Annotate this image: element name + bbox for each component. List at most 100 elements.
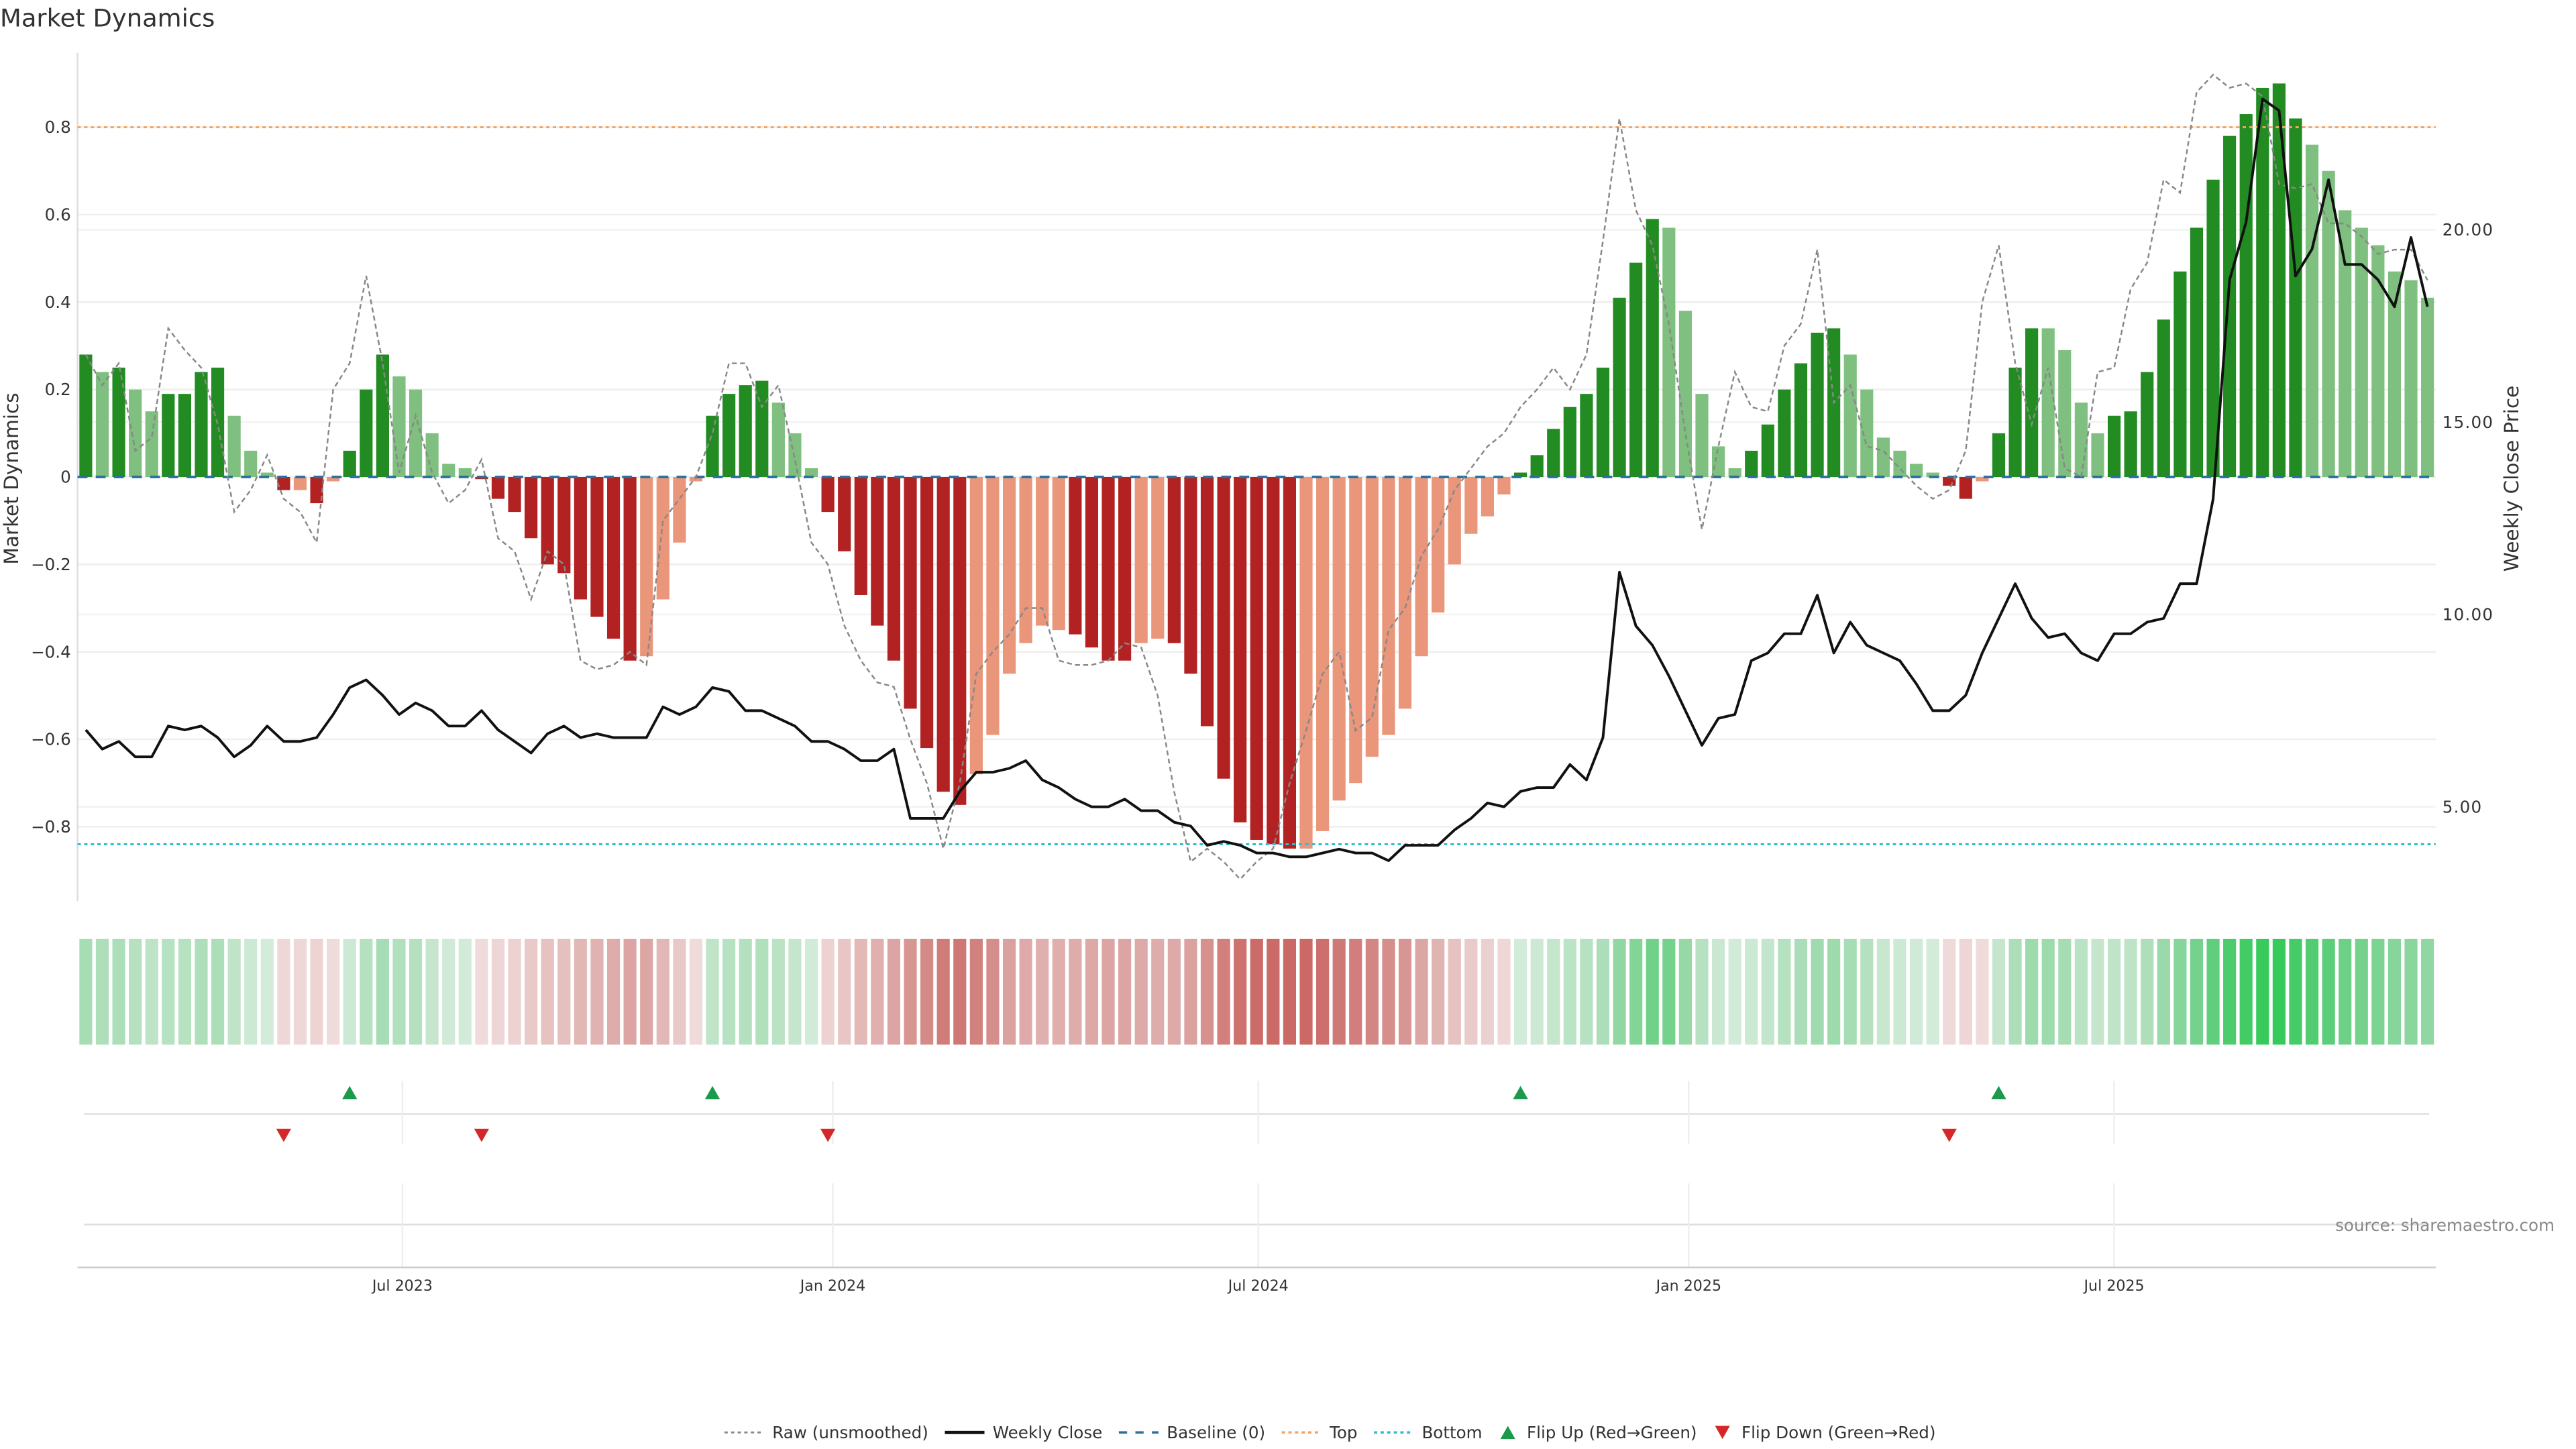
legend-flip-down-icon	[1715, 1426, 1730, 1440]
heatmap-cell	[2404, 938, 2418, 1045]
dynamics-bar	[442, 464, 455, 478]
heatmap-cell	[969, 938, 983, 1045]
dynamics-bar	[343, 450, 356, 478]
dynamics-bar	[2404, 280, 2418, 478]
dynamics-bar	[2107, 415, 2121, 478]
heatmap-cell	[590, 938, 604, 1045]
heatmap-cell	[2223, 938, 2237, 1045]
heatmap-cell	[1711, 938, 1725, 1045]
dynamics-bar	[1843, 354, 1857, 478]
dynamics-bar	[541, 477, 554, 565]
heatmap-cell	[771, 938, 785, 1045]
dynamics-bar	[854, 477, 867, 595]
dynamics-bar	[376, 354, 389, 478]
heatmap-cell	[2008, 938, 2022, 1045]
dynamics-bar	[1184, 477, 1197, 674]
dynamics-bar	[2058, 350, 2072, 478]
heatmap-cell	[706, 938, 719, 1045]
dynamics-bar	[327, 477, 340, 482]
dynamics-bar	[2124, 411, 2137, 478]
dynamics-bar	[2025, 328, 2039, 478]
dynamics-bar	[95, 372, 109, 478]
heatmap-cell	[1843, 938, 1857, 1045]
heatmap-cell	[1217, 938, 1230, 1045]
dynamics-bar	[986, 477, 1000, 735]
dynamics-bar	[887, 477, 901, 661]
heatmap-cell	[2272, 938, 2286, 1045]
dynamics-bar	[1365, 477, 1379, 757]
dynamics-bar	[1299, 477, 1313, 849]
heatmap-cell	[392, 938, 406, 1045]
heatmap-cell	[2305, 938, 2319, 1045]
dynamics-bar	[1464, 477, 1478, 534]
dynamics-bar	[1860, 389, 1874, 478]
heatmap-cell	[1596, 938, 1610, 1045]
heatmap-cell	[2355, 938, 2368, 1045]
heatmap-cell	[491, 938, 505, 1045]
y-tick-label: 0.2	[45, 380, 71, 399]
heatmap-cell	[1184, 938, 1197, 1045]
dynamics-bar	[623, 477, 637, 661]
dynamics-bar	[227, 415, 241, 478]
heatmap-cell	[821, 938, 835, 1045]
heatmap-cell	[755, 938, 769, 1045]
dynamics-bar	[1596, 368, 1610, 478]
heatmap-cell	[1332, 938, 1346, 1045]
dynamics-bar	[508, 477, 521, 513]
heatmap-cell	[1761, 938, 1774, 1045]
dynamics-bar	[953, 477, 967, 805]
dynamics-bar	[1909, 464, 1923, 478]
dynamics-bar	[904, 477, 917, 709]
heatmap-cell	[1267, 938, 1280, 1045]
dynamics-bar	[2206, 179, 2220, 478]
heatmap-cell	[1151, 938, 1165, 1045]
heatmap-cell	[1811, 938, 1824, 1045]
heatmap-cell	[195, 938, 208, 1045]
y2-tick-label: 10.00	[2443, 605, 2494, 625]
dynamics-bar	[706, 415, 719, 478]
dynamics-bar	[1678, 311, 1692, 478]
dynamics-bar	[788, 433, 802, 478]
dynamics-bar	[1102, 477, 1115, 661]
dynamics-bar	[1217, 477, 1230, 779]
heatmap-cell	[1036, 938, 1049, 1045]
heatmap-cell	[376, 938, 389, 1045]
dynamics-bar	[1646, 219, 1659, 478]
heatmap-cell	[689, 938, 703, 1045]
heatmap-cell	[2322, 938, 2335, 1045]
dynamics-bar	[2421, 297, 2434, 478]
heatmap-cell	[2124, 938, 2137, 1045]
heatmap-cell	[1629, 938, 1643, 1045]
heatmap-cell	[1695, 938, 1709, 1045]
heatmap-cell	[475, 938, 488, 1045]
heatmap-cell	[2421, 938, 2434, 1045]
heatmap-cell	[640, 938, 653, 1045]
heatmap-cell	[1019, 938, 1032, 1045]
dynamics-bar	[1563, 407, 1576, 478]
heatmap-cell	[1976, 938, 1989, 1045]
heatmap-cell	[804, 938, 818, 1045]
heatmap-cell	[1299, 938, 1313, 1045]
dynamics-bar	[689, 477, 703, 482]
legend-label-close: Weekly Close	[993, 1423, 1102, 1442]
dynamics-bar	[1200, 477, 1214, 727]
dynamics-bar	[1513, 472, 1527, 478]
heatmap-cell	[788, 938, 802, 1045]
y2-tick-label: 20.00	[2443, 220, 2494, 239]
heatmap-cell	[360, 938, 373, 1045]
x-tick-label: Jan 2024	[799, 1277, 865, 1295]
x-axis: Jul 2023 Jan 2024 Jul 2024 Jan 2025 Jul 2025	[77, 1267, 2436, 1295]
y2-axis-ticks: 5.00 10.00 15.00 20.00	[2443, 220, 2494, 816]
heatmap-cell	[178, 938, 191, 1045]
heatmap-cell	[2206, 938, 2220, 1045]
dynamics-bar	[2041, 328, 2055, 478]
heatmap-cell	[2387, 938, 2402, 1045]
heatmap-cell	[1678, 938, 1692, 1045]
y-tick-label: 0.4	[45, 292, 71, 312]
dynamics-bar	[1349, 477, 1362, 784]
heatmap-cell	[2371, 938, 2385, 1045]
heatmap-cell	[1662, 938, 1676, 1045]
heatmap-cell	[1432, 938, 1445, 1045]
weekly-close-line	[85, 97, 2429, 862]
dynamics-bar	[129, 389, 142, 478]
